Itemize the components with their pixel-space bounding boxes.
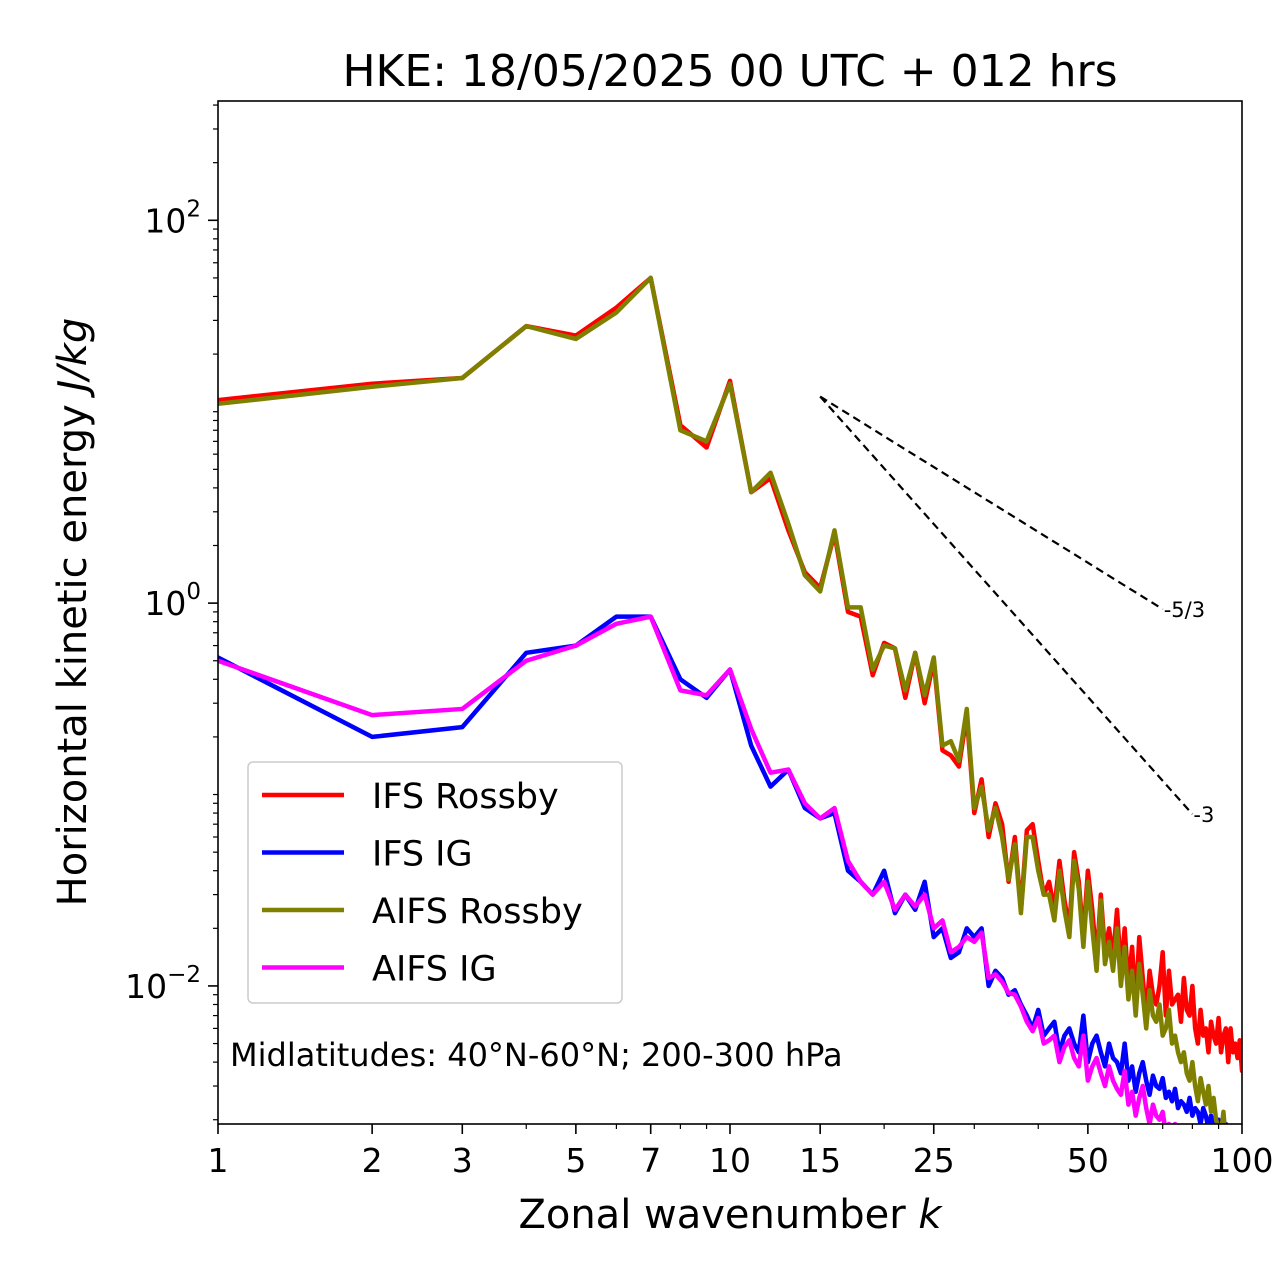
- x-tick-label: 2: [362, 1141, 383, 1180]
- y-tick-label: 10−2: [125, 962, 201, 1006]
- legend-label-aifs-ig: AIFS IG: [372, 950, 497, 990]
- x-axis-label: Zonal wavenumber k: [518, 1192, 943, 1238]
- reference-slope-label-3: -3: [1193, 803, 1214, 827]
- legend-box: [247, 761, 623, 1004]
- y-axis-label: Horizontal kinetic energy J/kg: [50, 318, 96, 907]
- y-axis-ticks: 102 100 10−2: [125, 104, 218, 1121]
- reference-slope-line-3: [819, 395, 1194, 815]
- x-axis-label-text: Zonal wavenumber: [518, 1192, 906, 1238]
- x-tick-label: 15: [799, 1141, 841, 1180]
- x-axis-ticks: 1 2 3 5 7 10 15 25 50 100: [208, 1124, 1274, 1180]
- series-layer: [218, 275, 1242, 1124]
- legend-label-ifs-ig: IFS IG: [372, 835, 473, 875]
- legend-label-ifs-rossby: IFS Rossby: [372, 777, 559, 817]
- x-tick-label: 5: [565, 1141, 586, 1180]
- legend: IFS Rossby IFS IG AIFS Rossby AIFS IG: [247, 761, 623, 1004]
- x-tick-label: 25: [913, 1141, 955, 1180]
- x-tick-label: 100: [1211, 1141, 1274, 1180]
- x-tick-label: 50: [1067, 1141, 1109, 1180]
- reference-slope-labels: -5/3 -3: [1164, 598, 1215, 827]
- series-line-ifs-ig: [218, 614, 1234, 1124]
- y-tick-label: 102: [144, 196, 201, 240]
- reference-slope-layer: [819, 395, 1194, 815]
- y-axis-label-text: Horizontal kinetic energy: [50, 404, 96, 906]
- x-axis-label-var: k: [918, 1192, 943, 1238]
- x-tick-label: 10: [709, 1141, 751, 1180]
- y-axis-label-units: J/kg: [50, 318, 96, 399]
- x-tick-label: 7: [640, 1141, 661, 1180]
- series-line-aifs-ig: [218, 614, 1178, 1124]
- y-tick-label: 100: [144, 579, 201, 623]
- legend-label-aifs-rossby: AIFS Rossby: [372, 892, 583, 932]
- region-annotation: Midlatitudes: 40°N-60°N; 200-300 hPa: [230, 1036, 843, 1074]
- x-tick-label: 1: [208, 1141, 229, 1180]
- series-line-aifs-rossby: [218, 275, 1227, 1124]
- reference-slope-label-5-3: -5/3: [1164, 598, 1205, 622]
- x-tick-label: 3: [452, 1141, 473, 1180]
- reference-slope-line-5-3: [819, 395, 1164, 611]
- chart-title: HKE: 18/05/2025 00 UTC + 012 hrs: [342, 46, 1117, 97]
